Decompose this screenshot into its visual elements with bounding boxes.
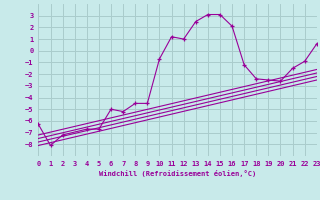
X-axis label: Windchill (Refroidissement éolien,°C): Windchill (Refroidissement éolien,°C) bbox=[99, 170, 256, 177]
